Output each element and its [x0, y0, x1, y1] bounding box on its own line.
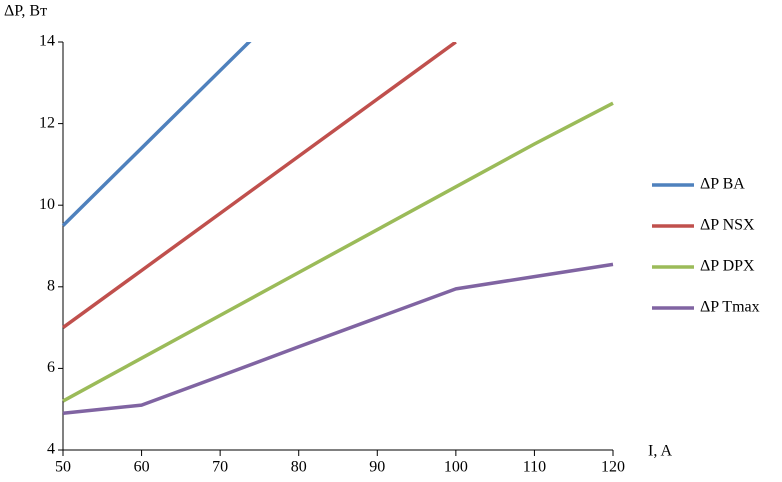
series — [61, 42, 252, 227]
y-tick-label: 6 — [47, 359, 55, 376]
legend-label: ΔP DPX — [700, 258, 755, 275]
x-tick-label: 50 — [55, 459, 71, 476]
x-tick-label: 60 — [134, 459, 150, 476]
line — [62, 262, 614, 416]
y-tick-label: 8 — [47, 277, 55, 294]
line — [61, 42, 457, 330]
y-axis-label: ΔP, Вт — [4, 3, 47, 20]
x-tick-label: 70 — [212, 459, 228, 476]
x-tick-label: 90 — [369, 459, 385, 476]
x-tick-label: 100 — [444, 459, 468, 476]
x-tick-label: 120 — [601, 459, 625, 476]
series — [61, 42, 457, 330]
y-tick-label: 12 — [39, 114, 55, 131]
y-tick-label: 10 — [39, 196, 55, 213]
y-tick-label: 14 — [39, 33, 55, 50]
legend-label: ΔP Tmax — [700, 299, 760, 316]
legend-label: ΔP NSX — [700, 217, 755, 234]
series — [62, 262, 614, 416]
line — [62, 101, 614, 403]
legend-label: ΔP BA — [700, 176, 745, 193]
y-tick-label: 4 — [47, 441, 55, 458]
line — [61, 42, 252, 227]
x-axis-label: I, A — [648, 443, 672, 460]
x-tick-label: 110 — [523, 459, 546, 476]
series — [62, 101, 614, 403]
x-tick-label: 80 — [291, 459, 307, 476]
